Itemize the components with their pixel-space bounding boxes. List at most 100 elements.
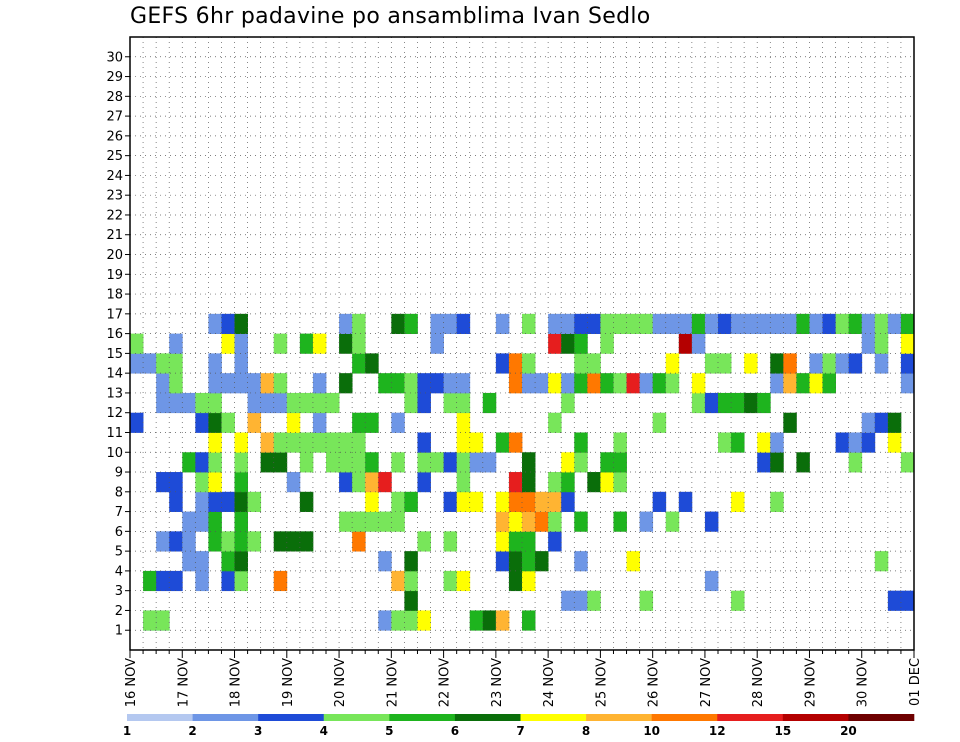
heatmap-cell bbox=[522, 452, 536, 473]
heatmap-cell bbox=[600, 333, 614, 354]
heatmap-cell bbox=[208, 313, 222, 335]
heatmap-cell bbox=[365, 412, 379, 433]
heatmap-cell bbox=[234, 333, 248, 354]
y-tick-label: 20 bbox=[106, 248, 123, 263]
heatmap-cell bbox=[208, 392, 222, 414]
heatmap-cell bbox=[169, 570, 183, 592]
heatmap-cell bbox=[561, 452, 575, 473]
heatmap-cell bbox=[561, 392, 575, 414]
y-tick-label: 18 bbox=[106, 288, 123, 303]
heatmap-cell bbox=[613, 472, 627, 493]
heatmap-cell bbox=[247, 491, 262, 512]
heatmap-cell bbox=[417, 531, 431, 552]
heatmap-cell bbox=[378, 551, 392, 572]
heatmap-cell bbox=[574, 432, 588, 453]
grid-lines bbox=[130, 37, 914, 650]
legend-swatch bbox=[586, 714, 652, 721]
heatmap-cell bbox=[522, 313, 536, 335]
heatmap-cell bbox=[835, 432, 850, 453]
heatmap-cell bbox=[417, 472, 431, 493]
heatmap-cell bbox=[587, 472, 601, 493]
heatmap-cell bbox=[731, 392, 745, 414]
heatmap-cell bbox=[456, 570, 471, 592]
heatmap-cell bbox=[652, 412, 667, 433]
heatmap-cell bbox=[639, 373, 654, 394]
heatmap-cell bbox=[848, 432, 863, 453]
heatmap-cell bbox=[326, 452, 340, 473]
heatmap-cell bbox=[208, 511, 222, 532]
heatmap-cell bbox=[430, 333, 444, 354]
heatmap-cell bbox=[247, 412, 262, 433]
heatmap-cell bbox=[456, 432, 471, 453]
heatmap-cell bbox=[848, 353, 863, 374]
x-tick-label: 17 NOV bbox=[176, 658, 191, 707]
heatmap-cell bbox=[456, 412, 471, 433]
heatmap-cell bbox=[339, 472, 353, 493]
heatmap-cell bbox=[208, 373, 222, 394]
heatmap-cell bbox=[561, 491, 575, 512]
heatmap-cell bbox=[156, 531, 170, 552]
y-tick-label: 28 bbox=[106, 90, 123, 105]
heatmap-cell bbox=[234, 373, 248, 394]
heatmap-cell bbox=[339, 333, 353, 354]
heatmap-cell bbox=[417, 392, 431, 414]
heatmap-cell bbox=[352, 452, 366, 473]
y-tick-label: 11 bbox=[106, 426, 123, 441]
heatmap-cell bbox=[770, 373, 784, 394]
heatmap-cell bbox=[704, 570, 719, 592]
heatmap-cell bbox=[495, 610, 510, 631]
heatmap-cell bbox=[613, 432, 627, 453]
heatmap-cell bbox=[548, 472, 562, 493]
heatmap-cell bbox=[391, 610, 405, 631]
heatmap-cell bbox=[404, 590, 418, 611]
heatmap-cell bbox=[574, 333, 588, 354]
heatmap-cell bbox=[548, 412, 562, 433]
heatmap-cell bbox=[874, 551, 889, 572]
heatmap-cell bbox=[143, 353, 157, 374]
heatmap-cell bbox=[169, 333, 183, 354]
heatmap-cell bbox=[169, 472, 183, 493]
heatmap-cell bbox=[652, 313, 667, 335]
heatmap-cell bbox=[887, 313, 902, 335]
heatmap-cell bbox=[574, 353, 588, 374]
heatmap-cell bbox=[286, 472, 301, 493]
heatmap-cell bbox=[299, 333, 314, 354]
heatmap-cell bbox=[365, 511, 379, 532]
heatmap-cell bbox=[443, 313, 458, 335]
heatmap-cell bbox=[508, 491, 523, 512]
legend-swatch bbox=[717, 714, 784, 721]
heatmap-cell bbox=[312, 432, 327, 453]
legend-label: 6 bbox=[451, 724, 459, 738]
heatmap-cell bbox=[234, 511, 248, 532]
heatmap-cell bbox=[221, 570, 235, 592]
heatmap-cell bbox=[143, 610, 157, 631]
heatmap-cell bbox=[443, 570, 458, 592]
heatmap-cell bbox=[156, 472, 170, 493]
heatmap-cell bbox=[286, 531, 301, 552]
y-tick-label: 26 bbox=[106, 129, 123, 144]
heatmap-cell bbox=[456, 392, 471, 414]
heatmap-cell bbox=[247, 373, 262, 394]
heatmap-cell bbox=[391, 491, 405, 512]
heatmap-cell bbox=[861, 412, 876, 433]
heatmap-cell bbox=[286, 392, 301, 414]
heatmap-cell bbox=[443, 392, 458, 414]
heatmap-cell bbox=[678, 491, 693, 512]
x-axis-ticks: 16 NOV 17 NOV 18 NOV 19 NOV 20 NOV 21 NOV 22 N… bbox=[124, 650, 923, 707]
heatmap-cell bbox=[169, 373, 183, 394]
heatmap-cell bbox=[626, 313, 640, 335]
heatmap-cell bbox=[874, 412, 889, 433]
heatmap-cell bbox=[391, 313, 405, 335]
heatmap-cell bbox=[535, 373, 549, 394]
heatmap-cell bbox=[508, 353, 523, 374]
heatmap-cell bbox=[548, 313, 562, 335]
x-tick-label: 29 NOV bbox=[803, 658, 818, 707]
heatmap-cell bbox=[770, 432, 784, 453]
y-tick-label: 24 bbox=[106, 169, 123, 184]
heatmap-cell bbox=[195, 511, 209, 532]
heatmap-cell bbox=[900, 373, 915, 394]
y-tick-label: 19 bbox=[106, 268, 123, 283]
heatmap-cell bbox=[260, 373, 275, 394]
heatmap-cell bbox=[835, 353, 850, 374]
